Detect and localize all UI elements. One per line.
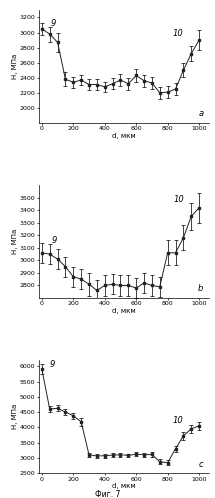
Text: c: c	[199, 460, 203, 469]
Text: b: b	[198, 284, 203, 293]
Text: 9: 9	[51, 19, 56, 28]
Text: 10: 10	[174, 195, 185, 204]
Y-axis label: H, МПа: H, МПа	[12, 404, 18, 429]
Y-axis label: H, МПа: H, МПа	[12, 54, 18, 79]
Text: 9: 9	[50, 360, 55, 369]
Text: 10: 10	[172, 29, 183, 38]
X-axis label: d, мкм: d, мкм	[112, 483, 135, 489]
Y-axis label: H, МПа: H, МПа	[12, 229, 18, 254]
Text: 9: 9	[51, 236, 57, 246]
Text: 10: 10	[172, 416, 183, 425]
Text: Фиг. 7: Фиг. 7	[95, 490, 120, 498]
X-axis label: d, мкм: d, мкм	[112, 308, 135, 314]
Text: a: a	[198, 110, 203, 119]
X-axis label: d, мкм: d, мкм	[112, 133, 135, 139]
